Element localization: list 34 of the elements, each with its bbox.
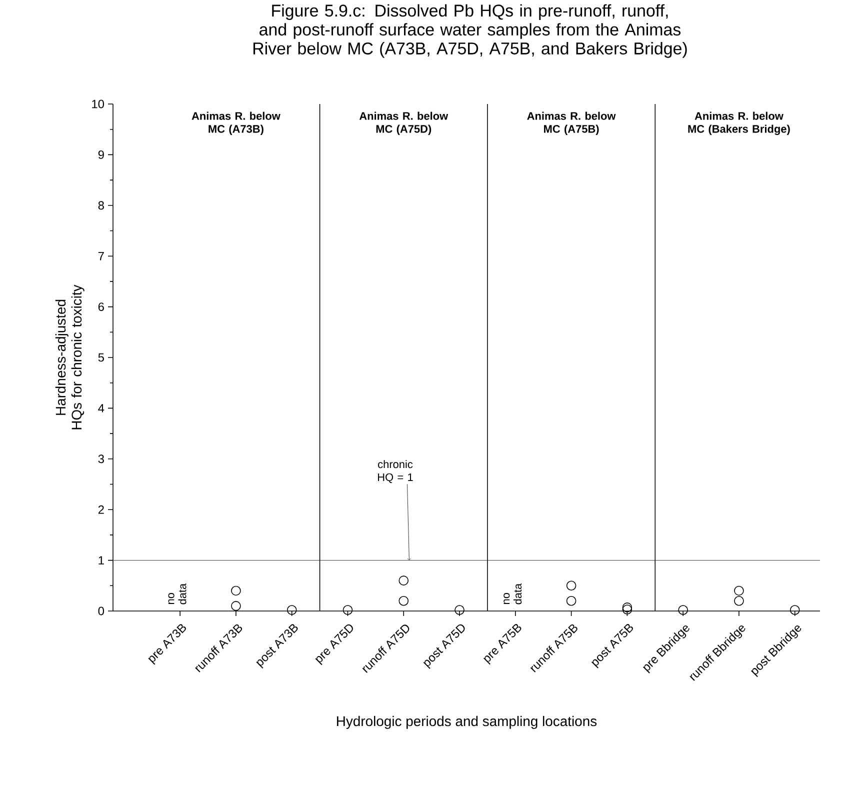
ref-line-label: chronic HQ = 1 — [378, 460, 413, 484]
x-axis-title: Hydrologic periods and sampling locations — [337, 716, 597, 729]
point — [231, 586, 241, 596]
y-tick-label: 5 — [98, 353, 104, 362]
y-axis-title: Hardness-adjusted HQs for chronic toxicity — [55, 284, 84, 430]
annotation: Animas R. below MC (A75D) — [359, 112, 448, 135]
point — [734, 596, 744, 606]
y-tick-label: 9 — [98, 150, 104, 159]
y-tick-label: 8 — [98, 201, 104, 210]
point — [566, 580, 576, 591]
y-tick-label: 3 — [98, 454, 104, 464]
point — [566, 596, 576, 606]
y-tick-label: 0 — [98, 606, 104, 616]
point — [286, 605, 297, 615]
y-tick-label: 4 — [98, 404, 104, 412]
chart-title: Figure 5.9.c: Dissolved Pb HQs in pre-runoff, runoff, and post-runoff surface water samples from the Animas River below MC (A73B, A75D, A75B, and Bakers Bridge) — [253, 4, 687, 58]
annotation: Animas R. below MC (Bakers Bridge) — [688, 112, 790, 136]
annotation: Animas R. below MC (A73B) — [192, 112, 280, 135]
y-tick-label: 6 — [98, 302, 104, 312]
point — [678, 605, 688, 615]
point — [398, 596, 409, 606]
y-tick-label: 10 — [92, 100, 104, 108]
point — [398, 576, 409, 586]
point — [790, 605, 800, 615]
y-tick-label: 1 — [98, 556, 104, 564]
annotation: no data — [168, 583, 186, 604]
y-tick-label: 2 — [98, 505, 104, 514]
point — [454, 605, 464, 615]
point — [734, 586, 744, 596]
annotation: no data — [504, 583, 522, 604]
point — [231, 601, 241, 611]
point — [342, 605, 353, 615]
y-tick-label: 7 — [98, 252, 104, 260]
annotation: Animas R. below MC (A75B) — [527, 112, 616, 135]
